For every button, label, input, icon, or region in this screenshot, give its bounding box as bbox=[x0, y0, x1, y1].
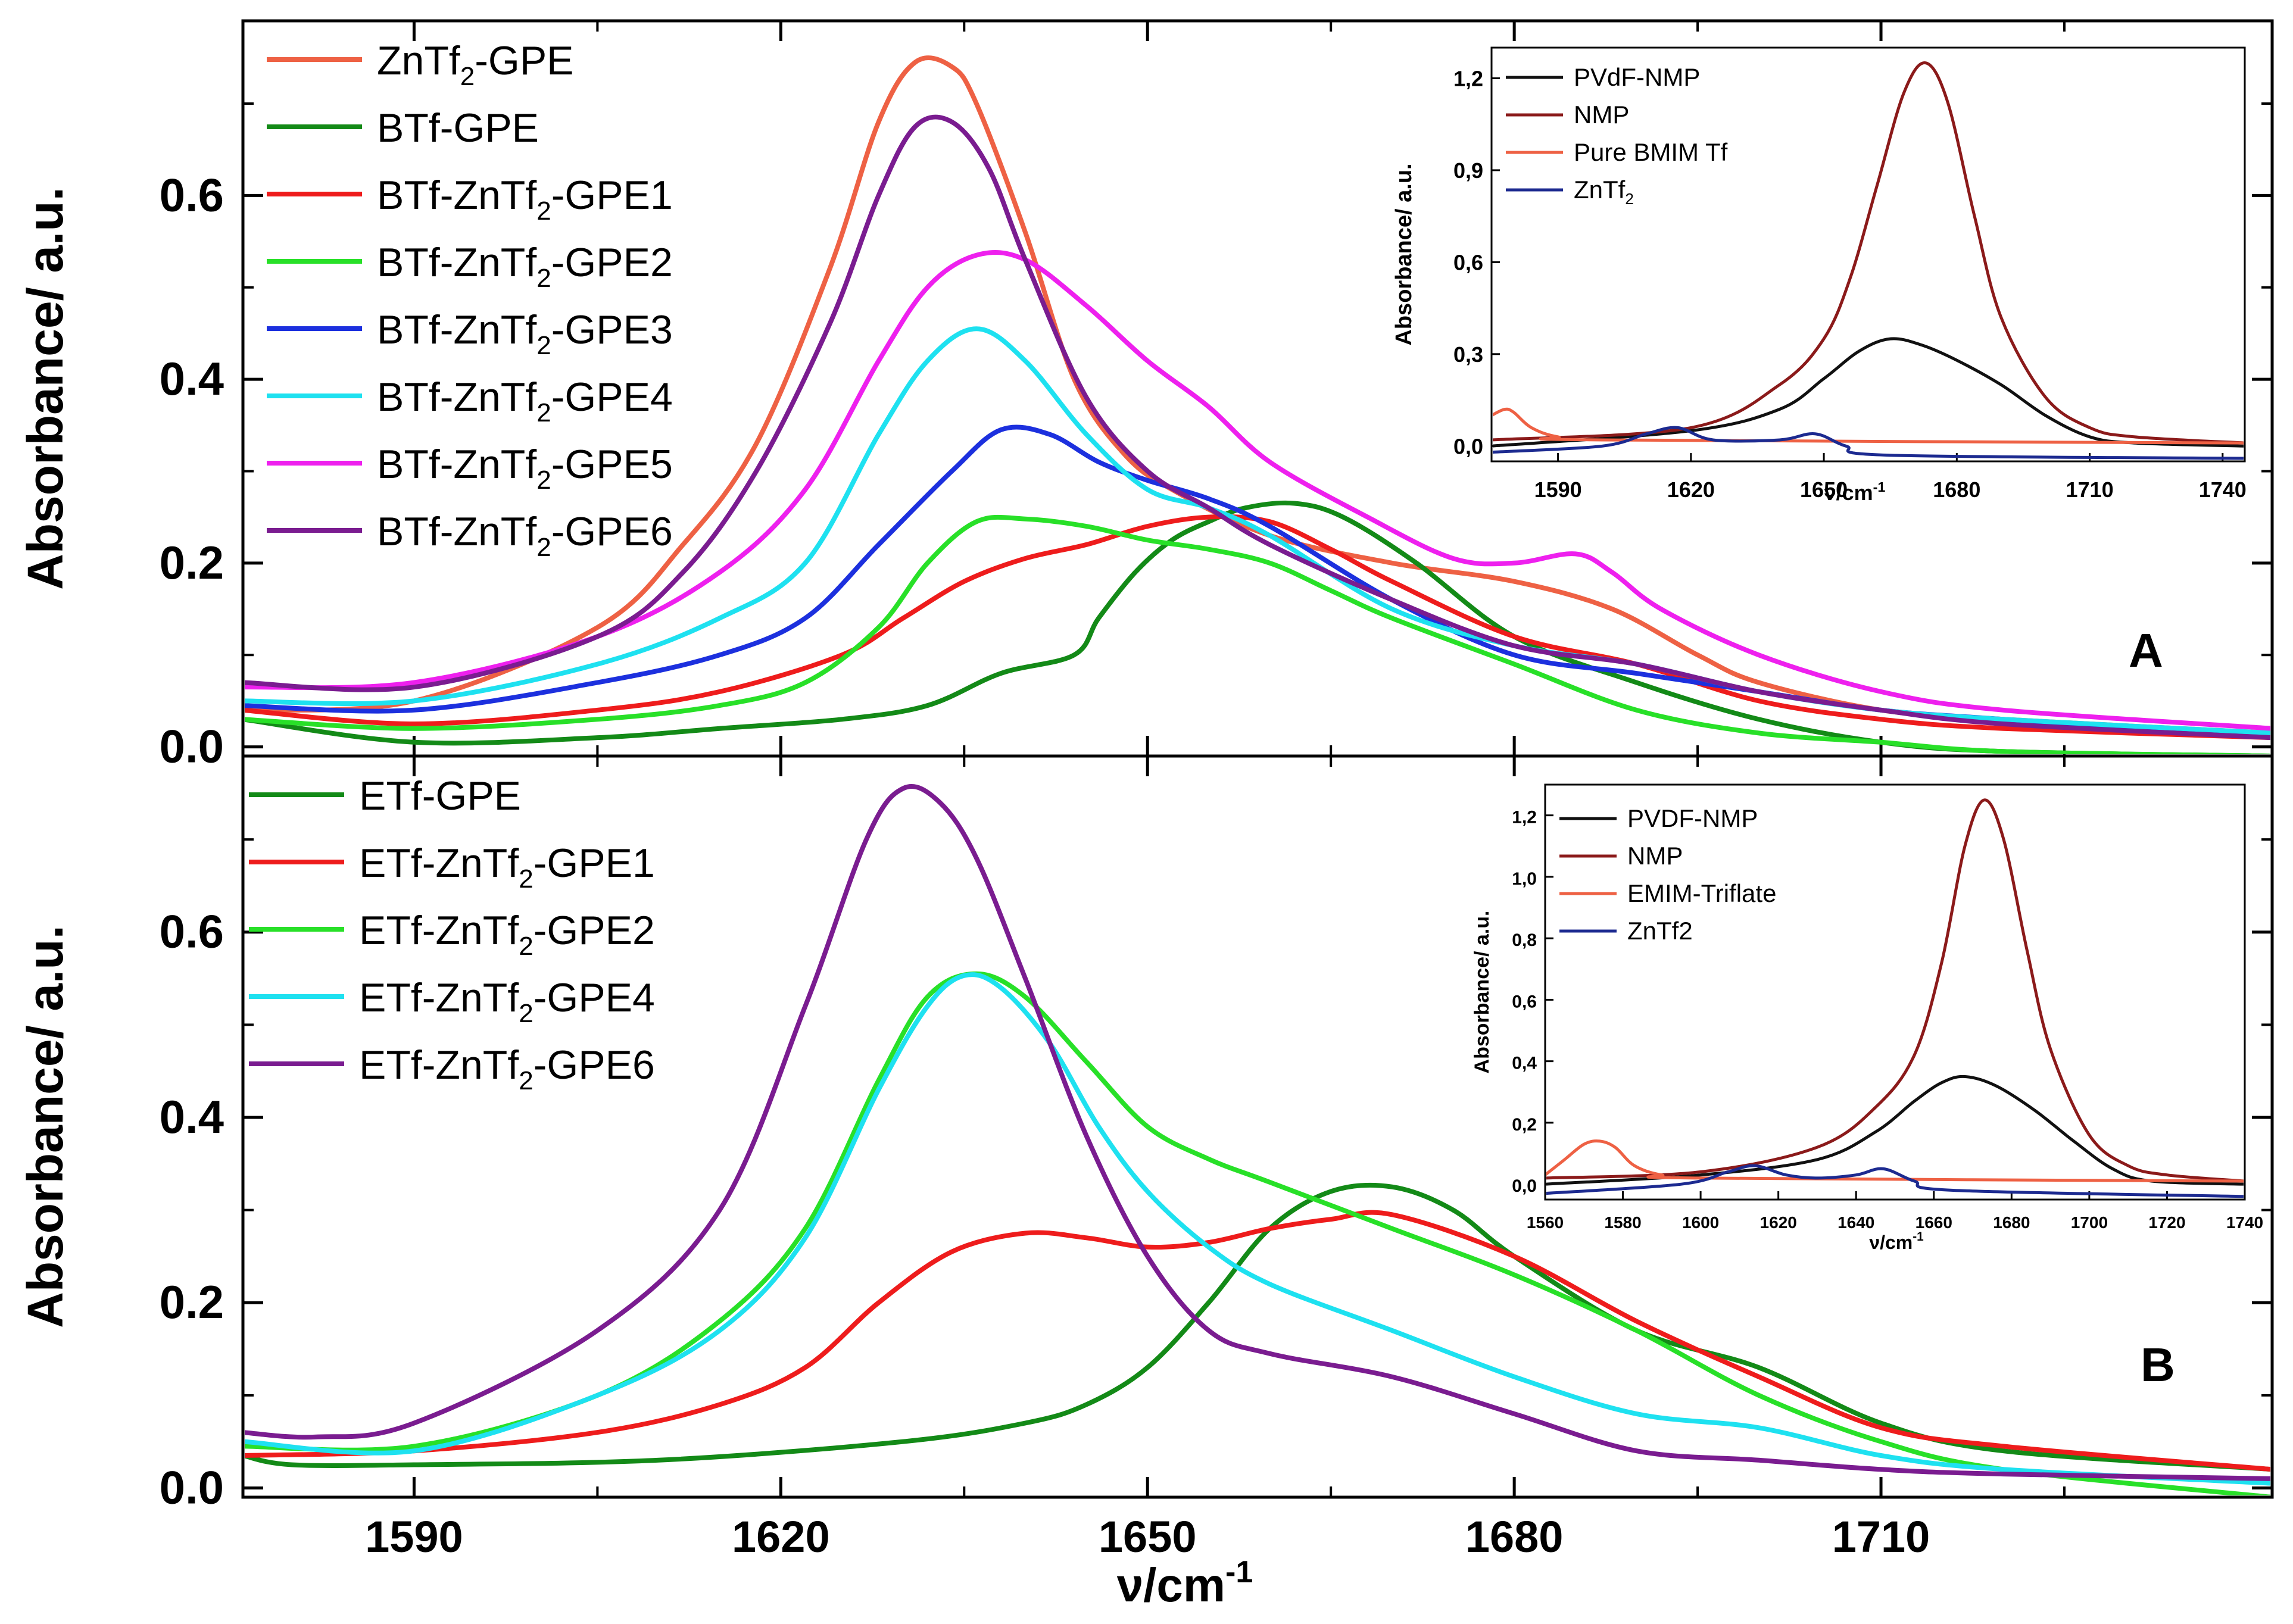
inset-x-tick-label: 1620 bbox=[1760, 1213, 1797, 1232]
inset-b: 0,0 0,2 0,4 0,6 0,8 1,0 1,2 1560 1580 1600 1620 164… bbox=[1471, 783, 2263, 1253]
y-tick-label: 0.0 bbox=[160, 720, 224, 773]
inset-x-tick-label: 1740 bbox=[2226, 1213, 2263, 1232]
panel-letter: B bbox=[2141, 1338, 2175, 1391]
inset-y-tick-label: 0,6 bbox=[1512, 992, 1537, 1011]
inset-series-line-nmp bbox=[1546, 798, 2244, 1183]
y-axis-label: Absorbance/ a.u. bbox=[17, 925, 73, 1328]
inset-legend-label: PVdF-NMP bbox=[1574, 63, 1700, 91]
inset-x-tick-label: 1700 bbox=[2071, 1213, 2108, 1232]
inset-y-tick-label: 0,6 bbox=[1453, 250, 1483, 274]
inset-y-tick-label: 1,0 bbox=[1512, 869, 1537, 889]
y-tick-label: 0.2 bbox=[160, 1276, 224, 1328]
inset-y-tick-label: 0,0 bbox=[1512, 1176, 1537, 1196]
panel-b: 0.0 0.2 0.4 0.6 1590 1620 1650 1680 1710 Absorban… bbox=[17, 756, 2272, 1561]
inset-y-tick-label: 0,4 bbox=[1512, 1054, 1537, 1073]
inset-series-line-pvdf-nmp bbox=[1546, 1075, 2244, 1186]
inset-y-tick-label: 0,9 bbox=[1453, 158, 1483, 183]
inset-y-tick-label: 0,8 bbox=[1512, 930, 1537, 950]
inset-series-line-emim-triflate bbox=[1546, 1139, 2244, 1183]
inset-x-tick-label: 1680 bbox=[1933, 477, 1980, 502]
x-tick-label: 1650 bbox=[1099, 1512, 1197, 1561]
legend-label: BTf-ZnTf2-GPE4 bbox=[377, 374, 673, 427]
inset-a: 0,0 0,3 0,6 0,9 1,2 1590 1620 1650 1680 1710 1740 A… bbox=[1392, 46, 2247, 505]
legend-label: BTf-GPE bbox=[377, 105, 539, 151]
inset-y-tick-label: 0,0 bbox=[1453, 434, 1483, 458]
inset-x-axis-label: ν/cm-1 bbox=[1824, 479, 1886, 505]
panel-letter: A bbox=[2129, 624, 2163, 677]
legend-label: BTf-ZnTf2-GPE5 bbox=[377, 442, 673, 495]
series-line-etf-zntf-gpe6 bbox=[245, 784, 2270, 1481]
panel-b-frame bbox=[241, 754, 2274, 1499]
inset-legend-label: EMIM-Triflate bbox=[1627, 879, 1776, 907]
inset-x-tick-label: 1660 bbox=[1915, 1213, 1952, 1232]
legend-label: BTf-ZnTf2-GPE1 bbox=[377, 173, 673, 226]
x-tick-label: 1710 bbox=[1832, 1512, 1930, 1561]
y-tick-label: 0.2 bbox=[160, 536, 224, 589]
panel-a: 0.0 0.2 0.4 0.6 Absorbance/ a.u. ZnTf2-GPE BTf… bbox=[17, 21, 2272, 773]
inset-y-axis-label: Absorbance/ a.u. bbox=[1392, 163, 1417, 345]
legend-label: ETf-ZnTf2-GPE2 bbox=[359, 908, 655, 961]
inset-x-axis-label: ν/cm-1 bbox=[1869, 1230, 1923, 1253]
inset-legend-label: NMP bbox=[1627, 842, 1683, 870]
inset-y-tick-label: 1,2 bbox=[1512, 808, 1537, 827]
x-tick-label: 1620 bbox=[732, 1512, 830, 1561]
y-axis-label: Absorbance/ a.u. bbox=[17, 187, 73, 590]
x-tick-label: 1680 bbox=[1465, 1512, 1564, 1561]
inset-legend-label: ZnTf2 bbox=[1627, 917, 1693, 945]
legend-label: BTf-ZnTf2-GPE3 bbox=[377, 307, 673, 360]
series-line-btf-gpe bbox=[245, 500, 2270, 754]
inset-legend-label: PVDF-NMP bbox=[1627, 804, 1758, 832]
series-line-etf-zntf-gpe2 bbox=[245, 971, 2270, 1495]
legend-label: ZnTf2-GPE bbox=[377, 38, 574, 91]
series-line-etf-zntf-gpe1 bbox=[245, 1210, 2270, 1472]
inset-legend-label: NMP bbox=[1574, 101, 1629, 129]
series-line-btf-zntf-gpe2 bbox=[245, 514, 2270, 754]
inset-frame bbox=[1490, 46, 2246, 463]
inset-x-tick-label: 1720 bbox=[2148, 1213, 2185, 1232]
series-line-btf-zntf-gpe1 bbox=[245, 514, 2270, 741]
inset-x-tick-label: 1600 bbox=[1682, 1213, 1719, 1232]
legend-label: ETf-ZnTf2-GPE1 bbox=[359, 841, 655, 894]
series-line-btf-zntf-gpe6 bbox=[245, 114, 2270, 740]
inset-x-tick-label: 1740 bbox=[2199, 477, 2247, 502]
legend-label: BTf-ZnTf2-GPE2 bbox=[377, 240, 673, 293]
inset-series-line-pure-bmim-tf bbox=[1493, 407, 2244, 445]
inset-series-line-nmp bbox=[1493, 61, 2244, 445]
x-tick-label: 1590 bbox=[365, 1512, 463, 1561]
inset-legend-label: ZnTf2 bbox=[1574, 176, 1634, 208]
legend-label: BTf-ZnTf2-GPE6 bbox=[377, 509, 673, 562]
y-tick-label: 0.0 bbox=[160, 1461, 224, 1513]
inset-x-tick-label: 1640 bbox=[1837, 1213, 1874, 1232]
inset-legend-label: Pure BMIM Tf bbox=[1574, 138, 1728, 166]
series-line-etf-zntf-gpe4 bbox=[245, 972, 2270, 1486]
legend-label: ETf-ZnTf2-GPE4 bbox=[359, 975, 655, 1028]
inset-y-tick-label: 0,3 bbox=[1453, 342, 1483, 367]
y-tick-label: 0.6 bbox=[160, 905, 224, 958]
series-line-etf-gpe bbox=[245, 1182, 2270, 1472]
inset-x-tick-label: 1560 bbox=[1527, 1213, 1564, 1232]
inset-x-tick-label: 1650 bbox=[1800, 477, 1848, 502]
legend-label: ETf-ZnTf2-GPE6 bbox=[359, 1042, 655, 1095]
inset-y-tick-label: 1,2 bbox=[1453, 66, 1483, 90]
inset-x-tick-label: 1710 bbox=[2066, 477, 2114, 502]
inset-y-axis-label: Absorbance/ a.u. bbox=[1471, 911, 1493, 1074]
inset-y-tick-label: 0,2 bbox=[1512, 1115, 1537, 1135]
inset-x-tick-label: 1580 bbox=[1604, 1213, 1641, 1232]
y-tick-label: 0.4 bbox=[160, 352, 224, 405]
inset-series-line-zntf bbox=[1493, 426, 2244, 460]
y-tick-label: 0.6 bbox=[160, 168, 224, 221]
y-tick-label: 0.4 bbox=[160, 1091, 224, 1143]
inset-x-tick-label: 1680 bbox=[1993, 1213, 2030, 1232]
inset-x-tick-label: 1620 bbox=[1667, 477, 1715, 502]
inset-frame bbox=[1544, 783, 2246, 1201]
legend-label: ETf-GPE bbox=[359, 773, 521, 819]
x-axis-label: ν/cm-1 bbox=[1117, 1555, 1253, 1611]
inset-series-line-pvdf-nmp bbox=[1493, 337, 2244, 448]
series-line-btf-zntf-gpe5 bbox=[245, 249, 2270, 731]
inset-x-tick-label: 1590 bbox=[1534, 477, 1582, 502]
inset-series-line-zntf2 bbox=[1546, 1164, 2244, 1198]
